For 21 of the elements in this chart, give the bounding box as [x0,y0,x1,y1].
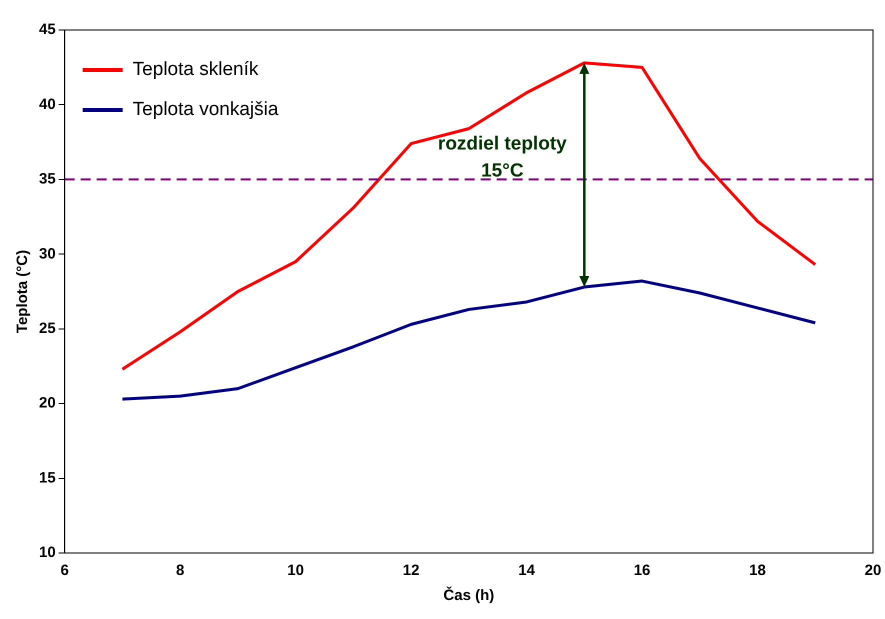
annotation: rozdiel teploty 15°C [438,133,568,182]
x-tick-label: 8 [176,562,184,580]
y-tick-label: 45 [38,21,56,38]
y-axis-title: Teplota (°C) [14,250,32,334]
y-tick-label: 35 [38,170,56,188]
y-tick-label: 25 [38,320,56,337]
x-tick-label: 16 [634,562,650,580]
x-tick-label: 6 [60,562,69,580]
x-tick-label: 20 [864,562,882,580]
y-tick-label: 30 [38,245,56,262]
x-tick-label: 12 [402,562,420,580]
x-tick-label: 10 [287,562,304,580]
x-axis-title: Čas (h) [443,586,494,604]
y-tick-label: 40 [38,96,56,113]
y-tick-label: 15 [38,469,56,486]
x-tick-label: 18 [749,562,766,580]
y-tick-label: 10 [38,544,56,562]
y-tick-label: 20 [38,394,56,412]
legend-label: Teplota skleník [132,59,259,80]
legend-label: Teplota vonkajšia [132,99,279,120]
x-tick-label: 14 [518,562,536,580]
